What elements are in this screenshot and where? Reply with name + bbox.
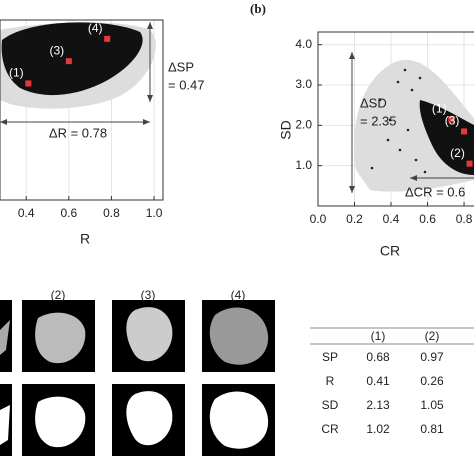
point-label: (1) [432,101,447,115]
x-tick-label: 1.0 [146,206,163,220]
plot-frame [0,19,164,201]
point-label: (3) [49,43,64,57]
x-tick-label: 0.2 [346,212,363,226]
highlight-point [65,58,72,65]
image-label: (2) [51,288,66,302]
x-tick-label: 0.6 [60,206,77,220]
x-tick-label: 0.4 [383,212,400,226]
x-tick-label: 0.6 [419,212,436,226]
point-label: (1) [9,66,24,80]
x-tick-label: 0.0 [310,212,327,226]
y-tick-label: 1.0 [295,158,312,172]
y-tick-label: 2.0 [295,118,312,132]
annotation: = 0.47 [168,77,205,92]
y-tick-label: 4.0 [295,37,312,51]
panel-label: (b) [250,1,266,16]
highlight-point [448,116,455,123]
image-label: (3) [141,288,156,302]
highlight-point [466,160,473,167]
table-cell: 0.41 [366,374,390,388]
x-tick-label: 0.8 [456,212,473,226]
row-label: R [326,374,335,388]
point-label: (3) [445,114,460,128]
particle-images [0,300,275,456]
scatter-dots-b [370,68,427,174]
point-label: (4) [88,21,103,35]
y-tick-label: 3.0 [295,77,312,91]
highlight-point [461,128,468,135]
annotation: ΔSD [360,95,387,110]
annotation: ΔR = 0.78 [49,125,107,140]
y-axis-label: SD [278,120,294,139]
highlight-point [104,35,111,42]
table-header: (2) [425,329,440,343]
table-cell: 0.26 [420,374,444,388]
x-axis-label: R [80,231,90,247]
table-cell: 1.05 [420,398,444,412]
table-cell: 1.02 [366,422,390,436]
annotation: ΔSP [168,59,194,74]
x-tick-label: 0.4 [18,206,35,220]
annotation: ΔCR = 0.6 [405,184,465,199]
row-label: SP [322,350,338,364]
table-cell: 0.97 [420,350,444,364]
x-axis-label: CR [380,243,400,259]
row-label: SD [322,398,339,412]
point-label: (2) [450,146,465,160]
annotation: = 2.35 [360,113,397,128]
table-cell: 2.13 [366,398,390,412]
property-table: (1) (2) SP 0.68 0.97 R 0.41 0.26 SD 2.13 1.05 CR 1.0… [310,327,474,436]
table-header: (1) [371,329,386,343]
table-cell: 0.81 [420,422,444,436]
cloud-b [419,100,474,175]
plot-frame [317,31,474,207]
x-tick-label: 0.8 [103,206,120,220]
table-cell: 0.68 [366,350,390,364]
row-label: CR [321,422,339,436]
highlight-point [25,80,32,87]
image-label: (4) [231,288,246,302]
